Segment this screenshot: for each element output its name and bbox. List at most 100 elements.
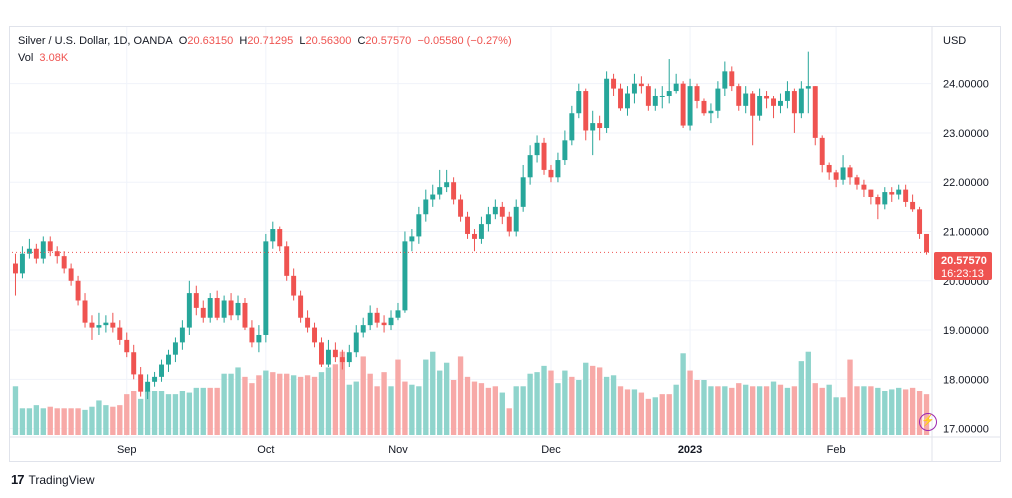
candle-body: [625, 93, 630, 109]
volume-bar: [722, 386, 728, 435]
volume-bar: [548, 370, 554, 435]
candle: [569, 105, 575, 146]
volume-bar: [569, 376, 575, 435]
low-label: L: [299, 35, 306, 47]
candle: [465, 211, 470, 239]
brand-name: TradingView: [28, 472, 95, 487]
candle-body: [569, 113, 575, 141]
candle: [124, 332, 130, 358]
candle: [13, 253, 18, 296]
candle: [228, 293, 234, 321]
candle: [312, 322, 317, 348]
candle-body: [576, 91, 582, 114]
volume-bar: [311, 376, 318, 435]
y-axis[interactable]: 24.0000023.0000022.0000021.0000020.00000…: [943, 79, 989, 436]
x-axis[interactable]: Sep Oct Nov Dec 2023 Feb: [117, 444, 846, 456]
candle: [82, 293, 88, 328]
volume-bar: [861, 386, 867, 435]
candle: [680, 81, 686, 129]
volume-bar: [290, 375, 297, 435]
chart-frame[interactable]: [9, 26, 1001, 462]
lightning-icon[interactable]: ⚡: [919, 413, 937, 431]
candle-body: [812, 86, 818, 138]
candle: [527, 145, 533, 185]
candle: [673, 73, 679, 94]
candle: [694, 83, 700, 109]
candle-body: [145, 381, 151, 392]
candle-body: [200, 307, 206, 318]
candle-body: [659, 95, 665, 97]
candle-body: [221, 300, 227, 318]
candle: [89, 315, 95, 340]
volume-bar: [464, 376, 471, 435]
volume-bar: [158, 391, 165, 435]
candle: [903, 184, 909, 207]
y-tick-label: 21.00000: [943, 227, 989, 239]
x-tick-label: Feb: [827, 444, 846, 456]
volume-bar: [450, 380, 457, 435]
volume-bar: [492, 386, 499, 435]
candle: [854, 174, 860, 190]
currency-label[interactable]: USD: [943, 35, 967, 47]
candle-body: [673, 83, 679, 92]
candle-body: [138, 374, 144, 392]
candle: [506, 211, 512, 237]
candle-body: [847, 167, 853, 178]
symbol-title[interactable]: Silver / U.S. Dollar, 1D, OANDA: [18, 35, 173, 47]
candle-body: [117, 327, 123, 340]
volume-bar: [131, 391, 137, 435]
candle: [277, 226, 283, 252]
candle-body: [409, 236, 415, 242]
candle: [325, 339, 331, 368]
candle-body: [743, 93, 749, 106]
candle: [715, 81, 721, 119]
candle: [472, 229, 477, 252]
volume-bar: [687, 370, 693, 435]
y-tick-label: 18.00000: [943, 374, 989, 386]
tradingview-branding[interactable]: 17 TradingView: [11, 472, 95, 487]
candle: [186, 280, 192, 335]
volume-bar: [854, 386, 860, 435]
volume-bar: [673, 384, 679, 435]
candle-body: [82, 300, 88, 323]
close-value: 20.57570: [365, 35, 412, 47]
volume-bar: [367, 373, 373, 435]
candle: [47, 236, 53, 257]
volume-legend[interactable]: Vol 3.08K: [18, 52, 68, 64]
volume-bar: [332, 364, 339, 435]
price-badge-value: 20.57570: [941, 255, 987, 267]
candle: [75, 275, 81, 306]
candle: [152, 371, 158, 387]
candle: [54, 246, 60, 264]
y-tick-label: 19.00000: [943, 325, 989, 337]
high-label: H: [239, 35, 248, 47]
candle: [604, 71, 610, 133]
low-value: 20.56300: [305, 35, 352, 47]
volume-value: 3.08K: [39, 52, 69, 64]
volume-bar: [207, 387, 213, 435]
volume-bar: [708, 386, 714, 435]
candle-body: [604, 78, 610, 129]
candle: [374, 307, 380, 328]
candle-body: [750, 93, 756, 116]
volume-bar: [645, 398, 652, 435]
volume-bar: [263, 370, 269, 435]
candle: [332, 342, 338, 363]
volume-bar: [318, 372, 325, 435]
candle-body: [242, 302, 248, 328]
x-tick-label: 2023: [678, 444, 702, 456]
candle: [395, 302, 401, 321]
candle: [179, 320, 185, 350]
candle-body: [903, 189, 909, 202]
volume-bar: [402, 381, 408, 435]
candle: [889, 187, 895, 202]
volume-bar: [124, 394, 130, 435]
candle: [291, 268, 297, 301]
volume-bar: [680, 353, 686, 435]
candle-body: [833, 172, 839, 180]
volume-bar: [909, 387, 916, 435]
candle: [576, 83, 582, 119]
ohlc-legend[interactable]: Silver / U.S. Dollar, 1D, OANDA O20.6315…: [18, 35, 512, 47]
candle-body: [444, 182, 450, 188]
